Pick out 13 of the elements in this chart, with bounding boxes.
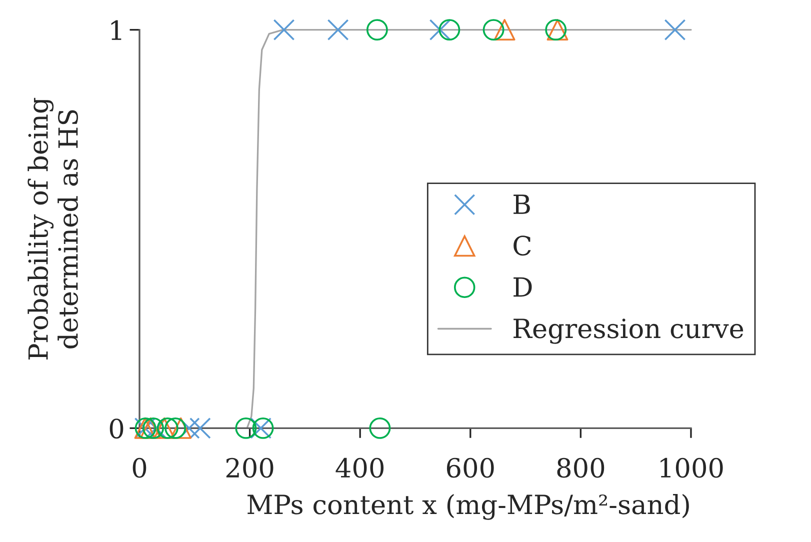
y-tick-label: 1 [111, 20, 122, 40]
legend-label: C [514, 236, 531, 256]
legend-label: Regression curve [514, 318, 744, 344]
legend-label: B [514, 194, 530, 214]
x-axis-title: MPs content x (mg-MPs/m²-sand) [248, 494, 689, 520]
x-tick-label: 800 [557, 458, 604, 478]
x-tick-label: 200 [226, 458, 274, 478]
x-tick-label: 400 [336, 458, 384, 478]
x-tick-label: 1000 [660, 458, 723, 478]
x-tick-label: 600 [446, 458, 494, 478]
x-tick-label: 0 [132, 458, 146, 478]
legend-label: D [514, 277, 532, 297]
y-axis-title: Probability of being determined as HS [28, 98, 78, 360]
